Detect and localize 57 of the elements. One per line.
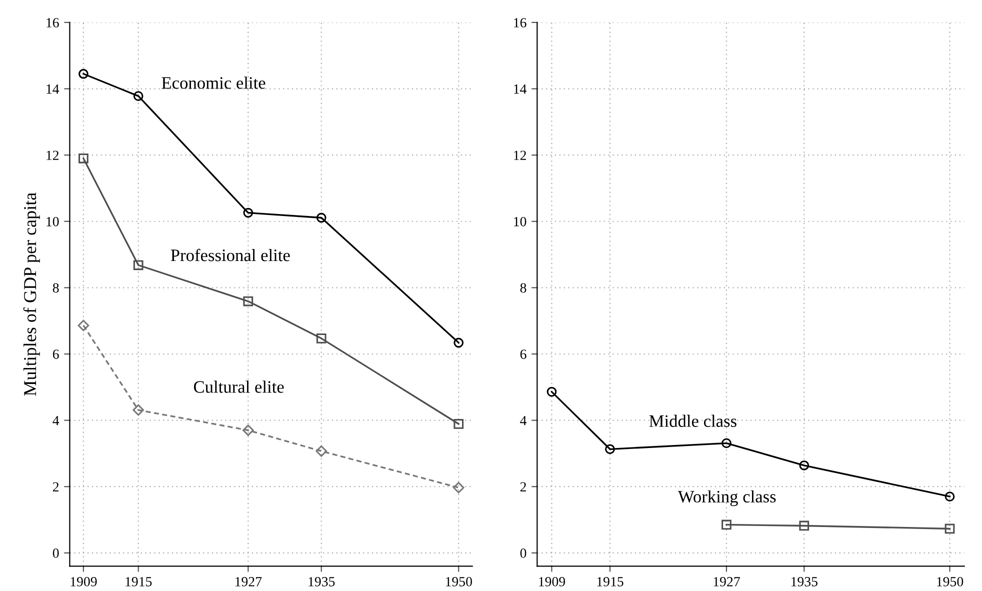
y-tick-label: 4: [520, 416, 527, 426]
point: [605, 444, 615, 454]
point: [243, 208, 254, 218]
y-tick-label: 0: [520, 548, 526, 558]
point: [454, 338, 464, 348]
y-tick-label: 14: [46, 84, 60, 94]
point: [132, 404, 144, 416]
point: [78, 153, 88, 164]
x-tick-label: 1909: [70, 576, 97, 586]
y-tick-label: 6: [52, 350, 59, 359]
x-tick-label: 1950: [446, 576, 472, 586]
point: [133, 260, 144, 270]
y-tick-label: 0: [52, 548, 59, 558]
y-tick-label: 12: [46, 150, 59, 160]
point: [133, 91, 144, 101]
point: [722, 438, 732, 448]
y-tick-label: 8: [520, 283, 526, 293]
point: [546, 386, 557, 397]
y-tick-label: 16: [514, 18, 526, 28]
x-tick-label: 1909: [539, 576, 566, 586]
point: [944, 492, 955, 502]
point: [944, 524, 955, 534]
y-tick-label: 8: [52, 283, 59, 293]
y-tick-label: 16: [46, 18, 59, 28]
x-tick-label: 1915: [126, 577, 152, 586]
y-tick-label: 2: [520, 482, 526, 492]
point: [799, 460, 810, 470]
point: [78, 320, 90, 332]
x-tick-label: 1915: [597, 577, 624, 586]
y-tick-label: 10: [514, 216, 526, 226]
y-axis-title: Multiples of GDP per capita: [23, 192, 40, 396]
point: [316, 212, 326, 223]
series-label: Economic elite: [162, 76, 266, 89]
series-label: Middle class: [649, 414, 736, 427]
point: [316, 445, 328, 457]
point: [78, 68, 88, 79]
x-tick-label: 1935: [308, 577, 335, 586]
x-tick-label: 1950: [937, 576, 964, 586]
point: [452, 482, 464, 494]
series-label: Cultural elite: [194, 380, 284, 393]
x-tick-label: 1927: [235, 577, 262, 586]
point: [243, 296, 254, 306]
y-tick-label: 6: [520, 350, 526, 359]
y-tick-label: 10: [46, 216, 59, 226]
y-tick-label: 2: [52, 482, 59, 492]
series-label: Professional elite: [170, 248, 290, 262]
point: [799, 520, 810, 531]
x-tick-label: 1927: [714, 577, 740, 586]
point: [316, 333, 326, 344]
point: [722, 520, 732, 530]
series-label: Working class: [678, 490, 776, 506]
x-tick-label: 1935: [791, 577, 818, 586]
point: [454, 419, 464, 429]
y-tick-label: 14: [514, 84, 527, 94]
point: [242, 424, 254, 436]
y-tick-label: 12: [514, 150, 526, 160]
y-tick-label: 4: [52, 416, 60, 426]
